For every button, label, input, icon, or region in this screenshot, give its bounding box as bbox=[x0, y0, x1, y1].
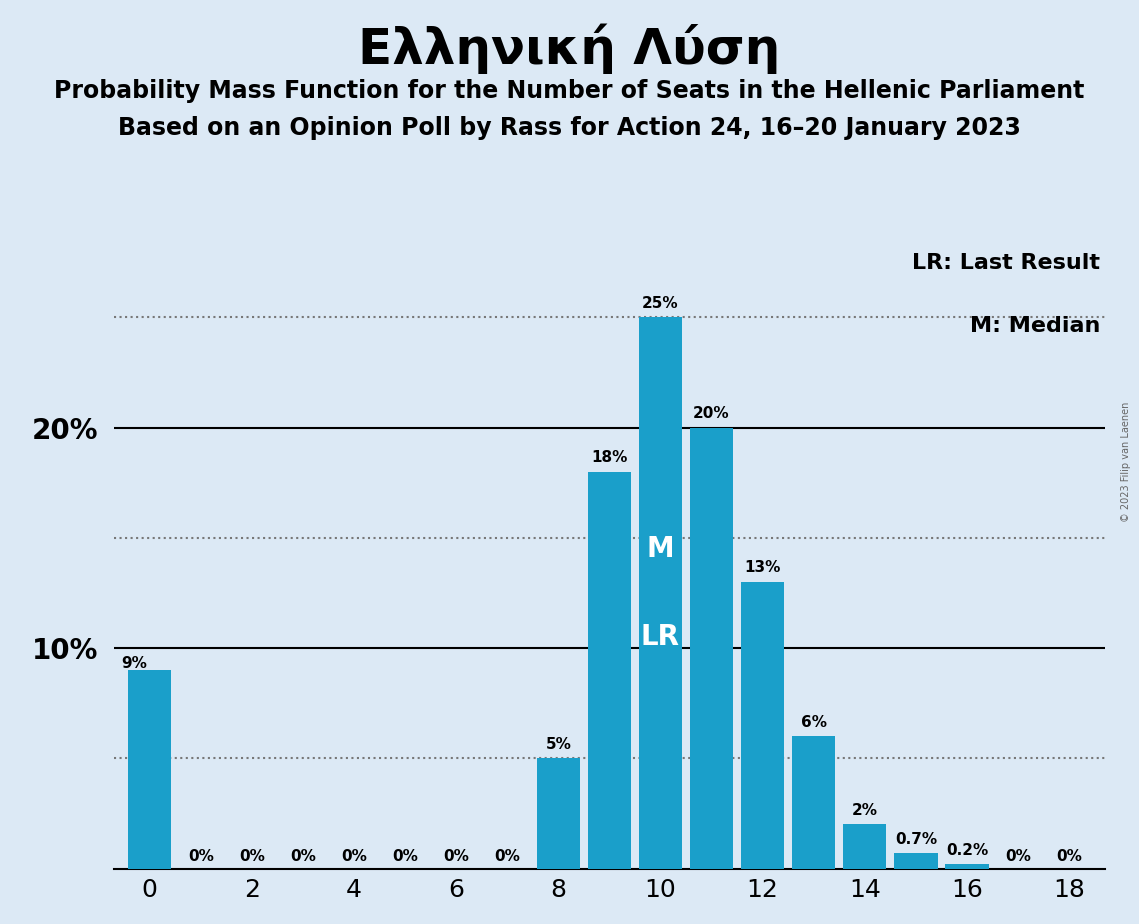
Text: Probability Mass Function for the Number of Seats in the Hellenic Parliament: Probability Mass Function for the Number… bbox=[55, 79, 1084, 103]
Text: 6%: 6% bbox=[801, 714, 827, 730]
Text: 25%: 25% bbox=[642, 296, 679, 310]
Text: 0%: 0% bbox=[392, 849, 418, 864]
Text: 0%: 0% bbox=[1056, 849, 1082, 864]
Text: 18%: 18% bbox=[591, 450, 628, 465]
Bar bbox=[690, 428, 734, 869]
Text: M: M bbox=[647, 535, 674, 563]
Bar bbox=[843, 824, 886, 869]
Text: Based on an Opinion Poll by Rass for Action 24, 16–20 January 2023: Based on an Opinion Poll by Rass for Act… bbox=[118, 116, 1021, 140]
Bar bbox=[894, 853, 937, 869]
Text: 20%: 20% bbox=[694, 406, 730, 421]
Text: Ελληνική Λύση: Ελληνική Λύση bbox=[359, 23, 780, 74]
Bar bbox=[588, 472, 631, 869]
Text: 0%: 0% bbox=[239, 849, 264, 864]
Text: 13%: 13% bbox=[745, 560, 781, 576]
Text: LR: Last Result: LR: Last Result bbox=[912, 253, 1100, 273]
Text: 9%: 9% bbox=[122, 656, 147, 671]
Bar bbox=[128, 670, 171, 869]
Text: 2%: 2% bbox=[852, 803, 878, 818]
Text: LR: LR bbox=[641, 623, 680, 651]
Bar bbox=[945, 864, 989, 869]
Text: 0%: 0% bbox=[494, 849, 521, 864]
Text: 0%: 0% bbox=[443, 849, 469, 864]
Text: 0.7%: 0.7% bbox=[895, 832, 937, 846]
Text: 0%: 0% bbox=[341, 849, 367, 864]
Bar bbox=[740, 582, 785, 869]
Text: M: Median: M: Median bbox=[969, 316, 1100, 335]
Bar bbox=[792, 736, 835, 869]
Text: 0%: 0% bbox=[1005, 849, 1031, 864]
Text: © 2023 Filip van Laenen: © 2023 Filip van Laenen bbox=[1121, 402, 1131, 522]
Text: 0%: 0% bbox=[290, 849, 316, 864]
Text: 5%: 5% bbox=[546, 736, 572, 752]
Bar bbox=[536, 759, 580, 869]
Bar bbox=[639, 318, 682, 869]
Text: 0.2%: 0.2% bbox=[945, 843, 988, 857]
Text: 0%: 0% bbox=[188, 849, 214, 864]
